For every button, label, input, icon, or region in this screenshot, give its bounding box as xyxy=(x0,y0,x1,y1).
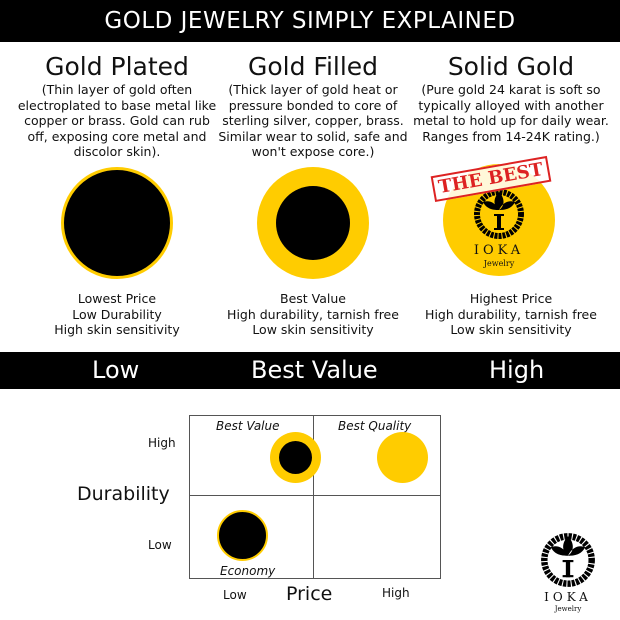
description: (Pure gold 24 karat is soft so typically… xyxy=(413,82,609,144)
quadrant-best-quality: Best Quality xyxy=(338,419,412,433)
gold-plated-labels: Lowest Price Low Durability High skin se… xyxy=(14,291,220,338)
label: Highest Price xyxy=(469,291,553,306)
column-solid-gold: Solid Gold (Pure gold 24 karat is soft s… xyxy=(408,52,614,144)
band-low: Low xyxy=(92,356,140,384)
label: Low Durability xyxy=(72,306,162,322)
matrix-horizontal-divider xyxy=(189,495,441,496)
ioka-footer-logo-icon xyxy=(541,533,595,587)
ioka-logo-sub: Jewelry xyxy=(483,259,515,268)
y-axis-label: Durability xyxy=(77,483,170,505)
ioka-logo-text: IOKA xyxy=(473,243,525,258)
ioka-footer-text: IOKA xyxy=(544,590,592,604)
ioka-logo-icon xyxy=(474,189,524,239)
heading: Gold Filled xyxy=(247,52,379,81)
label: Low skin sensitivity xyxy=(450,322,572,337)
column-gold-plated: Gold Plated (Thin layer of gold often el… xyxy=(14,52,220,160)
label: High skin sensitivity xyxy=(54,322,180,337)
description: (Thick layer of gold heat or pressure bo… xyxy=(218,82,408,159)
quadrant-economy: Economy xyxy=(220,564,276,578)
matrix-grid xyxy=(189,415,441,579)
matrix-vertical-divider xyxy=(313,415,314,579)
heading: Gold Plated xyxy=(45,52,189,81)
label: High durability, tarnish free xyxy=(227,306,399,322)
column-gold-filled: Gold Filled (Thick layer of gold heat or… xyxy=(210,52,416,160)
gold-filled-labels: Best Value High durability, tarnish free… xyxy=(210,291,416,338)
solid-gold-labels: Highest Price High durability, tarnish f… xyxy=(400,291,620,338)
gold-filled-core xyxy=(276,186,350,260)
y-tick-high: High xyxy=(148,436,176,450)
quadrant-best-value: Best Value xyxy=(216,419,280,433)
matrix-gold-plated-circle xyxy=(217,510,268,561)
x-tick-low: Low xyxy=(223,588,247,602)
label: Lowest Price xyxy=(77,291,157,306)
matrix-solid-gold-circle xyxy=(377,432,428,483)
band-high: High xyxy=(489,356,545,384)
gold-plated-circle xyxy=(61,167,173,279)
x-tick-high: High xyxy=(382,586,410,600)
description: (Thin layer of gold often electroplated … xyxy=(17,82,217,159)
heading: Solid Gold xyxy=(447,52,575,81)
label: High durability, tarnish free xyxy=(425,306,597,322)
y-tick-low: Low xyxy=(148,538,172,552)
label: Best Value xyxy=(280,291,346,306)
value-band: Low Best Value High xyxy=(0,352,620,389)
band-mid: Best Value xyxy=(251,356,378,384)
matrix-gold-filled-core xyxy=(279,441,312,474)
x-axis-label: Price xyxy=(286,583,333,605)
label: Low skin sensitivity xyxy=(252,322,374,337)
title-bar: GOLD JEWELRY SIMPLY EXPLAINED xyxy=(0,0,620,42)
ioka-footer-sub: Jewelry xyxy=(554,605,582,613)
